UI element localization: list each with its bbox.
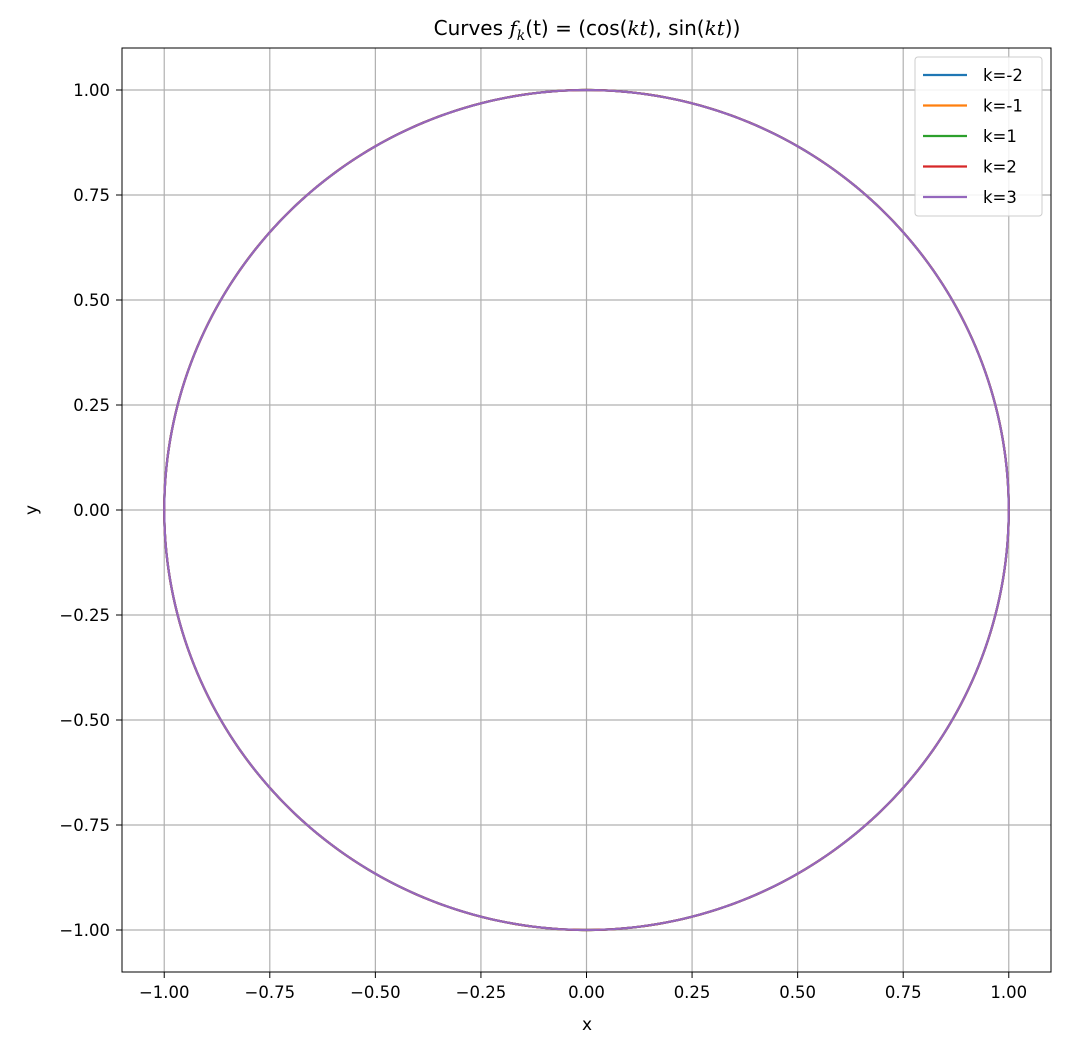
title-rhs-3: )) <box>725 16 741 40</box>
title-rhs-1: = (cos( <box>549 16 628 40</box>
x-tick-label: −0.25 <box>456 983 507 1002</box>
legend-label: k=2 <box>983 158 1017 177</box>
y-tick-label: 1.00 <box>73 81 110 100</box>
y-tick-label: 0.25 <box>73 396 110 415</box>
x-tick-label: 0.00 <box>568 983 605 1002</box>
x-tick-label: −0.50 <box>350 983 401 1002</box>
title-kt-1: kt <box>627 16 648 40</box>
y-axis: −1.00 −0.75 −0.50 −0.25 0.00 0.25 0.50 0.75 1.00 <box>59 81 122 940</box>
x-tick-label: −1.00 <box>139 983 190 1002</box>
legend-label: k=-2 <box>983 66 1023 85</box>
y-tick-label: −0.25 <box>59 606 110 625</box>
x-tick-label: −0.75 <box>245 983 296 1002</box>
legend-box <box>914 56 1043 217</box>
x-tick-label: 0.25 <box>674 983 711 1002</box>
title-rhs-2: ), sin( <box>648 16 705 40</box>
x-axis: −1.00 −0.75 −0.50 −0.25 0.00 0.25 0.50 0.75 1.00 <box>139 972 1027 1002</box>
y-tick-label: −0.75 <box>59 816 110 835</box>
series-curve-k=3 <box>163 88 1010 932</box>
y-tick-label: 0.75 <box>73 186 110 205</box>
curves <box>163 88 1010 932</box>
legend-label: k=1 <box>983 127 1017 146</box>
x-axis-label: x <box>582 1015 592 1035</box>
title-arg: (t) <box>525 16 548 40</box>
title-prefix: Curves <box>434 16 510 40</box>
title-kt-2: kt <box>705 16 726 40</box>
x-tick-label: 0.50 <box>779 983 816 1002</box>
chart-title: Curves fk(t) = (cos(kt), sin(kt)) <box>434 16 741 44</box>
y-tick-label: −1.00 <box>59 921 110 940</box>
y-tick-label: −0.50 <box>59 711 110 730</box>
legend-label: k=-1 <box>983 97 1023 116</box>
y-tick-label: 0.00 <box>73 501 110 520</box>
y-tick-label: 0.50 <box>73 291 110 310</box>
title-sub: k <box>517 28 525 44</box>
legend: k=-2 k=-1 k=1 k=2 k=3 <box>914 56 1043 217</box>
y-axis-label: y <box>22 505 42 515</box>
x-tick-label: 1.00 <box>990 983 1027 1002</box>
legend-label: k=3 <box>983 188 1017 207</box>
x-tick-label: 0.75 <box>885 983 922 1002</box>
